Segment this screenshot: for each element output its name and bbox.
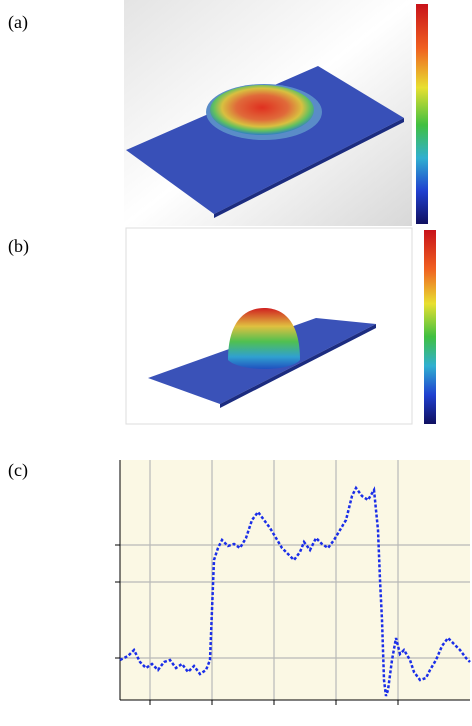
colorbar [424, 230, 436, 424]
grid [120, 460, 470, 700]
dome [210, 85, 314, 135]
dome [228, 308, 300, 369]
plate-edge [214, 118, 404, 218]
colorbar [416, 4, 428, 224]
data-points [119, 485, 471, 697]
panel-label: (b) [8, 236, 29, 257]
plot-area [120, 460, 470, 700]
tick-marks [115, 544, 399, 705]
plate [126, 66, 404, 214]
panel-label: (a) [8, 12, 28, 33]
panel-label: (c) [8, 460, 28, 481]
plate-edge [220, 324, 376, 408]
